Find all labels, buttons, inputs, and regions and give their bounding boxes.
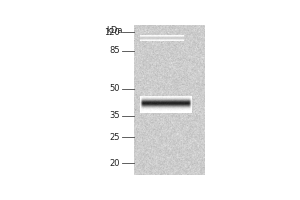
Text: 50: 50 [110,84,120,93]
Text: 20: 20 [110,159,120,168]
Text: kDa: kDa [106,26,122,35]
Text: 25: 25 [110,133,120,142]
Text: 85: 85 [110,46,120,55]
Text: 35: 35 [110,111,120,120]
Text: 120: 120 [104,28,120,37]
